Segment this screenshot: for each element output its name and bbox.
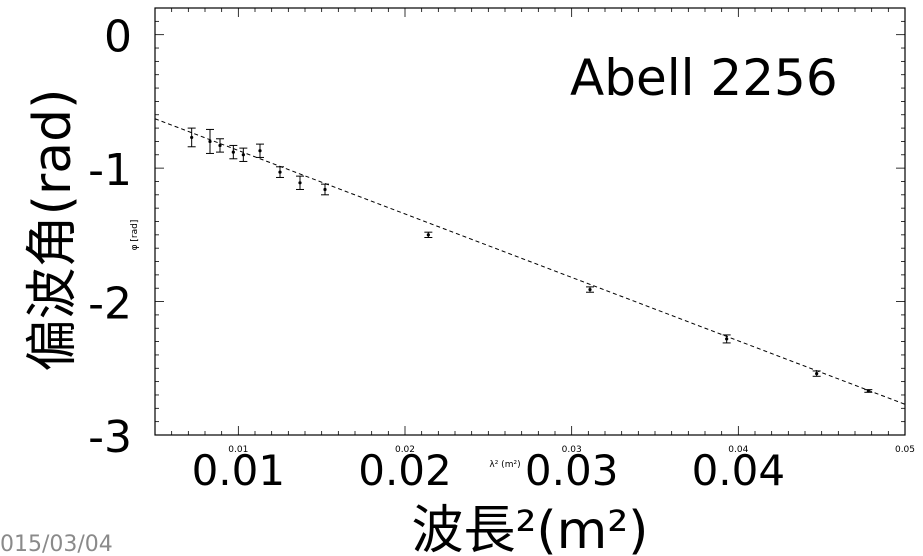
- point-marker: [866, 389, 870, 393]
- x-tick-label: 0.01: [192, 446, 286, 495]
- point-marker: [588, 287, 592, 292]
- point-marker: [426, 233, 430, 237]
- data-point: [586, 286, 594, 293]
- small-x-axis-label: λ² (m²): [489, 460, 520, 470]
- point-marker: [190, 135, 194, 140]
- data-point: [256, 143, 264, 158]
- y-tick-label: -2: [88, 279, 132, 330]
- small-y-axis-label: φ [rad]: [130, 220, 140, 251]
- point-marker: [298, 181, 302, 185]
- data-point: [722, 334, 731, 344]
- point-marker: [231, 150, 235, 154]
- data-points-group: [187, 127, 873, 393]
- data-point: [187, 127, 196, 148]
- x-tick-label: 0.04: [692, 446, 786, 495]
- data-point: [229, 144, 238, 160]
- data-point: [424, 231, 433, 239]
- x-tick-label: 0.02: [358, 446, 452, 495]
- data-point: [239, 147, 248, 162]
- y-tick-label: 0: [104, 12, 132, 63]
- plot-frame-group: [154, 7, 906, 436]
- x-tick-label-small: 0.01: [228, 445, 248, 455]
- data-point: [206, 128, 214, 154]
- x-axis-label: 波長²(m²): [412, 501, 649, 556]
- x-tick-label: 0.03: [525, 446, 619, 495]
- point-marker: [241, 153, 245, 157]
- tick-labels-group: 0-1-2-30.01 0.02 0.03 0.040.01 0.02 0.03 0.04 0…: [88, 12, 915, 495]
- data-point: [276, 166, 284, 178]
- x-tick-label-small: 0.05: [895, 445, 915, 455]
- x-tick-label-small: 0.03: [562, 445, 582, 455]
- data-point: [296, 175, 304, 190]
- x-tick-label-small: 0.02: [395, 445, 415, 455]
- point-marker: [278, 170, 282, 174]
- fit-line: [154, 118, 906, 405]
- point-marker: [258, 149, 262, 153]
- point-marker: [323, 187, 327, 192]
- y-axis-label: 偏波角(rad): [23, 89, 83, 372]
- x-tick-label-small: 0.04: [728, 445, 748, 455]
- data-point: [321, 183, 329, 196]
- y-tick-label: -1: [88, 145, 132, 196]
- y-tick-label: -3: [88, 412, 132, 463]
- point-marker: [218, 143, 222, 148]
- chart-title: Abell 2256: [570, 49, 838, 107]
- data-point: [216, 138, 224, 153]
- data-point: [864, 389, 873, 393]
- data-point: [812, 370, 821, 377]
- fit-line-group: [154, 118, 906, 405]
- point-marker: [815, 372, 819, 376]
- footer-date: 015/03/04: [0, 532, 113, 556]
- point-marker: [208, 139, 212, 144]
- point-marker: [725, 337, 729, 341]
